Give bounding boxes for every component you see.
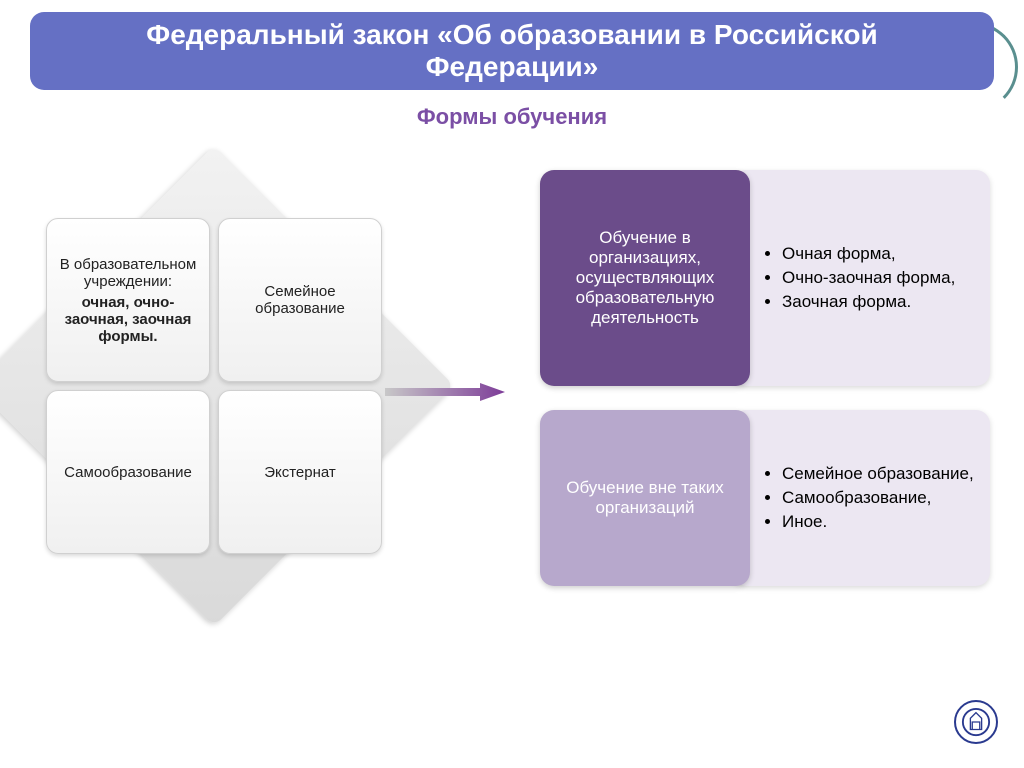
bullet-item: Иное. xyxy=(782,512,974,532)
card-externship: Экстернат xyxy=(218,390,382,554)
left-grid: В образовательном учреждении: очная, очн… xyxy=(46,218,382,554)
subtitle: Формы обучения xyxy=(0,104,1024,130)
pair-in-organizations: Обучение в организациях, осуществляющих … xyxy=(540,170,990,386)
transition-arrow xyxy=(385,383,505,401)
bullet-item: Очная форма, xyxy=(782,244,955,264)
bullet-list: Семейное образование, Самообразование, И… xyxy=(764,460,974,536)
pair-bullets-card: Очная форма, Очно-заочная форма, Заочная… xyxy=(732,170,990,386)
pair-heading-card: Обучение в организациях, осуществляющих … xyxy=(540,170,750,386)
card-title: В образовательном учреждении: xyxy=(57,256,199,290)
bullet-list: Очная форма, Очно-заочная форма, Заочная… xyxy=(764,240,955,316)
pair-heading: Обучение в организациях, осуществляющих … xyxy=(552,228,738,328)
card-title: Семейное образование xyxy=(229,283,371,317)
card-title: Самообразование xyxy=(64,464,192,481)
bullet-item: Самообразование, xyxy=(782,488,974,508)
pair-heading: Обучение вне таких организаций xyxy=(552,478,738,518)
bullet-item: Заочная форма. xyxy=(782,292,955,312)
pair-heading-card: Обучение вне таких организаций xyxy=(540,410,750,586)
bullet-item: Очно-заочная форма, xyxy=(782,268,955,288)
card-self-education: Самообразование xyxy=(46,390,210,554)
right-column: Обучение в организациях, осуществляющих … xyxy=(540,170,990,610)
card-in-institution: В образовательном учреждении: очная, очн… xyxy=(46,218,210,382)
page-title: Федеральный закон «Об образовании в Росс… xyxy=(30,12,994,90)
bullet-item: Семейное образование, xyxy=(782,464,974,484)
card-subtitle: очная, очно-заочная, заочная формы. xyxy=(57,294,199,345)
pair-bullets-card: Семейное образование, Самообразование, И… xyxy=(732,410,990,586)
institution-seal-icon xyxy=(954,700,998,744)
card-family-education: Семейное образование xyxy=(218,218,382,382)
card-title: Экстернат xyxy=(264,464,336,481)
title-text: Федеральный закон «Об образовании в Росс… xyxy=(70,19,954,83)
pair-outside-organizations: Обучение вне таких организаций Семейное … xyxy=(540,410,990,586)
